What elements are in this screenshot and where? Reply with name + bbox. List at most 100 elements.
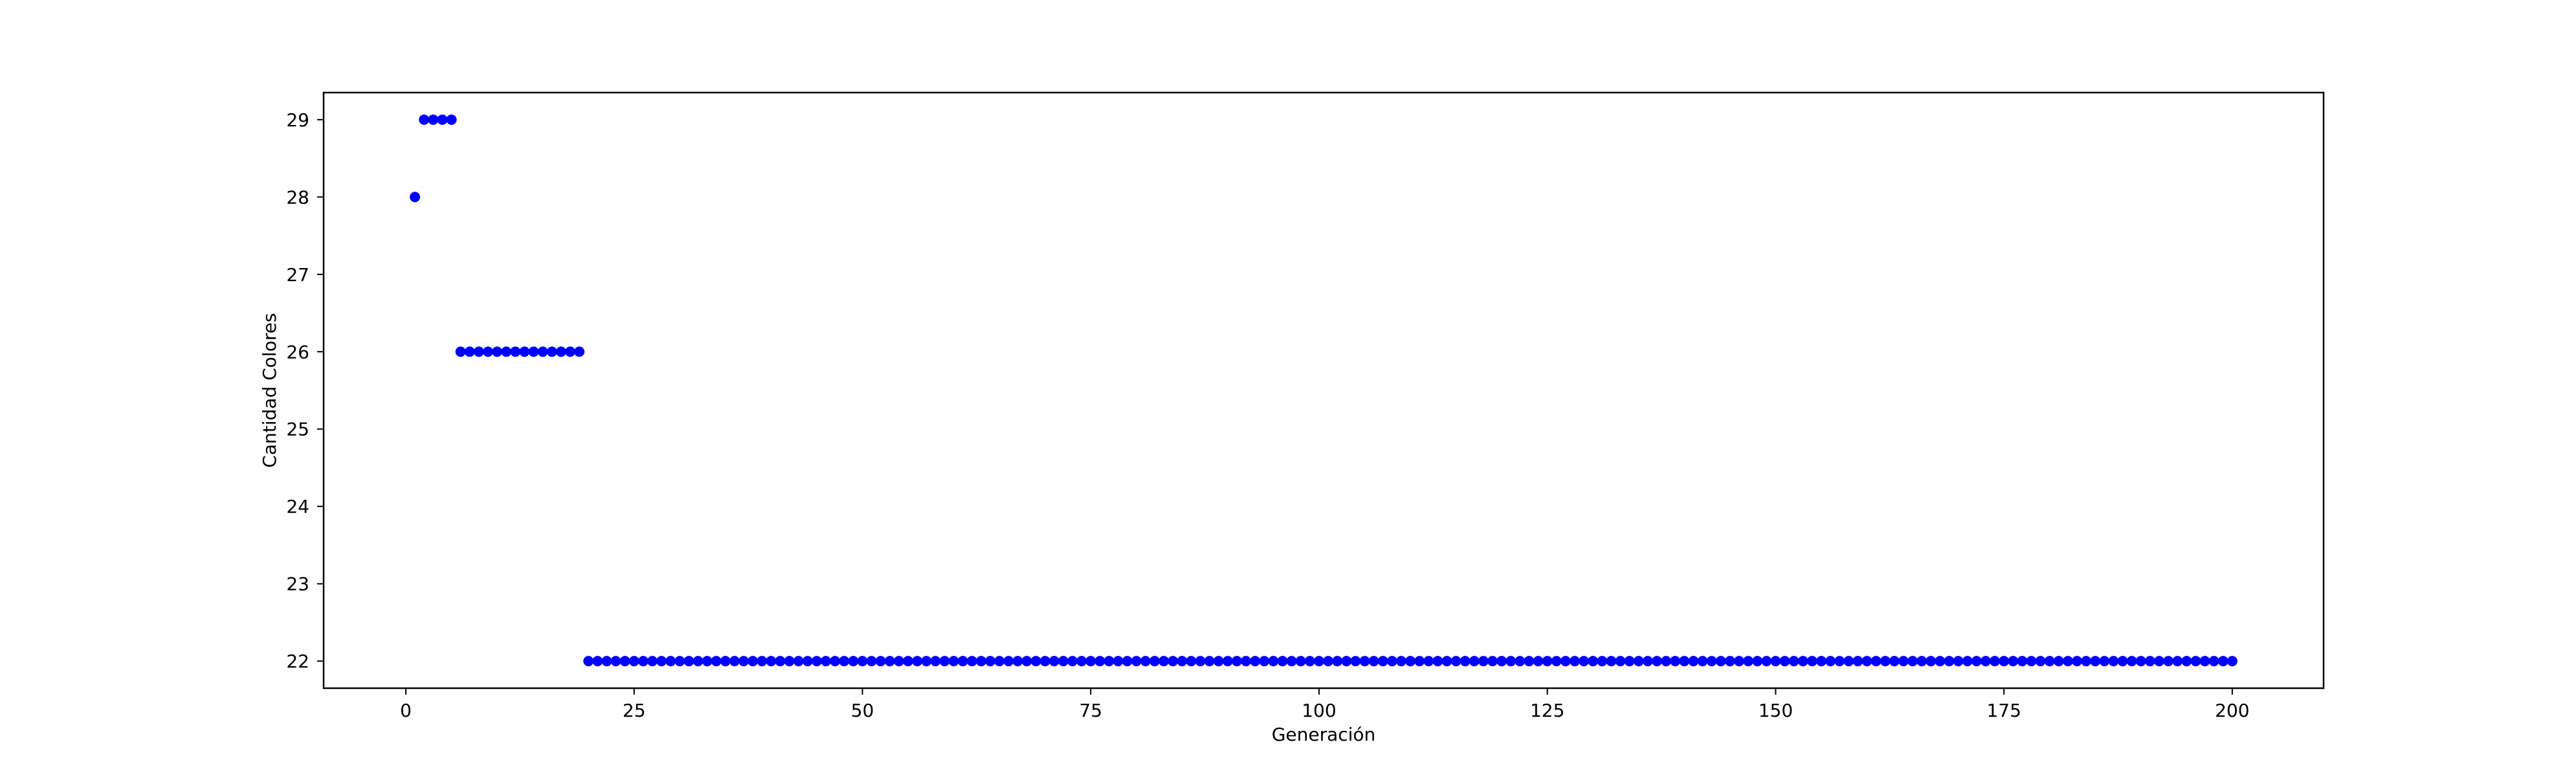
data-point [1533, 656, 1544, 667]
data-point [1076, 656, 1087, 667]
data-point [1277, 656, 1288, 667]
data-point [674, 656, 685, 667]
data-point [1450, 656, 1461, 667]
data-point [519, 346, 530, 357]
x-tick-label: 175 [1986, 700, 2021, 721]
data-point [2062, 656, 2073, 667]
data-point [1204, 656, 1215, 667]
data-point [555, 346, 566, 357]
data-point [1524, 656, 1535, 667]
data-point [1131, 656, 1142, 667]
data-point [1980, 656, 1991, 667]
x-tick-label: 25 [623, 700, 646, 721]
data-point [501, 346, 512, 357]
data-point [912, 656, 923, 667]
data-point [1570, 656, 1581, 667]
data-point [528, 346, 539, 357]
data-point [1615, 656, 1626, 667]
data-point [766, 656, 777, 667]
data-point [1633, 656, 1644, 667]
data-point [802, 656, 813, 667]
data-point [1834, 656, 1845, 667]
x-axis-ticks: 0 25 50 75 100 125 150 175 200 [400, 688, 2250, 721]
data-point [1752, 656, 1763, 667]
data-point [1815, 656, 1827, 667]
data-point [1743, 656, 1754, 667]
data-point [1761, 656, 1772, 667]
data-point [1861, 656, 1872, 667]
data-points [410, 114, 2237, 667]
data-point [2008, 656, 2019, 667]
data-point [1579, 656, 1590, 667]
data-point [893, 656, 904, 667]
data-point [1432, 656, 1443, 667]
data-point [1926, 656, 1937, 667]
data-point [1003, 656, 1014, 667]
data-point [628, 656, 639, 667]
data-point [2208, 656, 2219, 667]
data-point [473, 346, 484, 357]
data-point [711, 656, 722, 667]
data-point [985, 656, 995, 667]
data-point [1971, 656, 1982, 667]
data-point [1478, 656, 1489, 667]
data-point [1770, 656, 1781, 667]
data-point [729, 656, 740, 667]
data-point [1213, 656, 1224, 667]
data-point [1259, 656, 1270, 667]
data-point [2135, 656, 2146, 667]
data-point [419, 114, 430, 125]
data-point [1168, 656, 1179, 667]
data-point [2190, 656, 2201, 667]
data-point [748, 656, 759, 667]
data-point [1177, 656, 1188, 667]
data-point [1250, 656, 1261, 667]
data-point [1496, 656, 1507, 667]
data-point [1350, 656, 1361, 667]
data-point [455, 346, 466, 357]
data-point [1021, 656, 1032, 667]
data-point [1140, 656, 1151, 667]
data-point [1386, 656, 1397, 667]
x-tick-label: 75 [1079, 700, 1102, 721]
data-point [857, 656, 868, 667]
data-point [492, 346, 503, 357]
data-point [1377, 656, 1388, 667]
data-point [866, 656, 877, 667]
data-point [1441, 656, 1452, 667]
data-point [2172, 656, 2183, 667]
data-point [656, 656, 667, 667]
data-point [1313, 656, 1324, 667]
data-point [720, 656, 731, 667]
data-point [903, 656, 914, 667]
data-point [601, 656, 612, 667]
data-point [1724, 656, 1735, 667]
data-point [1286, 656, 1297, 667]
plot-frame [322, 91, 2325, 689]
data-point [2026, 656, 2037, 667]
data-point [957, 656, 968, 667]
data-point [1652, 656, 1662, 667]
data-point [510, 346, 521, 357]
data-point [775, 656, 786, 667]
data-point [482, 346, 493, 357]
data-point [848, 656, 859, 667]
x-tick-label: 200 [2215, 700, 2249, 721]
data-point [546, 346, 557, 357]
data-point [446, 114, 457, 125]
data-point [2099, 656, 2110, 667]
data-point [948, 656, 959, 667]
data-point [1880, 656, 1891, 667]
data-point [464, 346, 475, 357]
data-point [811, 656, 822, 667]
y-tick-label: 24 [286, 496, 309, 517]
data-point [1944, 656, 1955, 667]
data-point [1122, 656, 1133, 667]
data-point [1688, 656, 1699, 667]
data-point [1515, 656, 1526, 667]
data-point [1715, 656, 1726, 667]
data-point [1414, 656, 1425, 667]
data-point [574, 346, 585, 357]
data-point [1916, 656, 1927, 667]
